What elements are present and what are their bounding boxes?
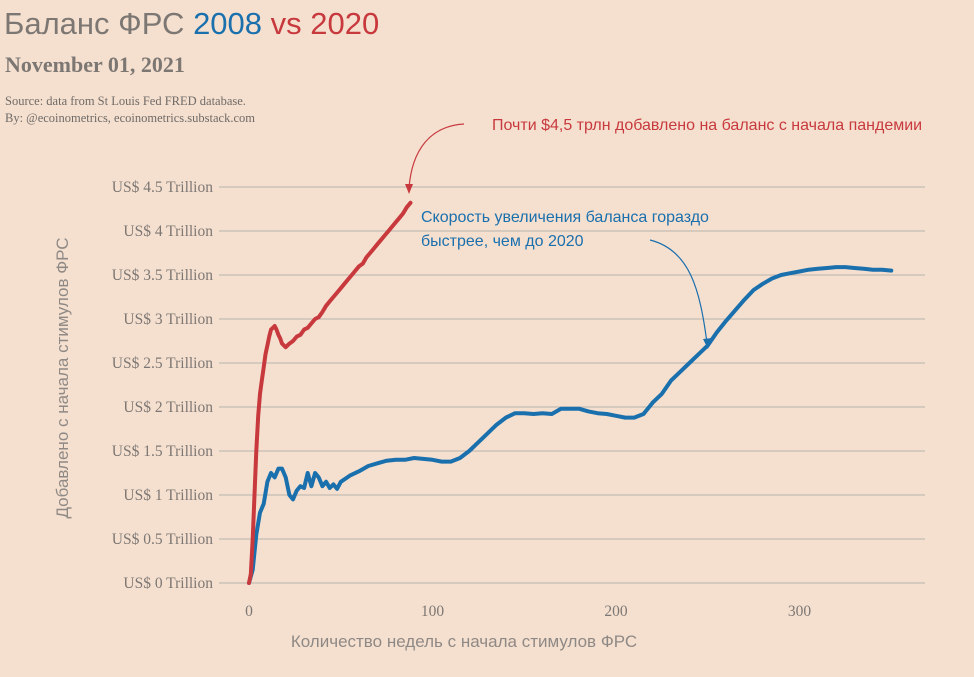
- source-line-2: By: @ecoinometrics, ecoinometrics.substa…: [5, 111, 255, 125]
- annotation-blue-arrowhead: [703, 338, 712, 349]
- annotation-blue-note-line-2: быстрее, чем до 2020: [421, 233, 584, 250]
- chart-date: November 01, 2021: [5, 52, 185, 77]
- y-tick-labels: US$ 0 Trillion US$ 0.5 Trillion US$ 1 Tril…: [112, 179, 213, 592]
- y-tick-label: US$ 4.5 Trillion: [112, 179, 213, 196]
- series-line-2020: [247, 200, 413, 585]
- x-tick-label: 100: [421, 603, 445, 620]
- source-note: Source: data from St Louis Fed FRED data…: [5, 93, 255, 127]
- annotation-blue-note-line-1: Скорость увеличения баланса гораздо: [421, 209, 709, 226]
- chart-title: Баланс ФРС 2008 vs 2020: [4, 6, 379, 42]
- y-tick-label: US$ 3.5 Trillion: [112, 267, 213, 284]
- title-prefix: Баланс ФРС: [4, 6, 185, 41]
- y-tick-label: US$ 2.5 Trillion: [112, 355, 213, 372]
- y-tick-label: US$ 0 Trillion: [123, 575, 213, 592]
- y-tick-label: US$ 0.5 Trillion: [112, 531, 213, 548]
- y-tick-label: US$ 3 Trillion: [123, 311, 213, 328]
- annotation-red-arrow: [408, 123, 465, 189]
- y-axis-label: Добавлено с начала стимулов ФРС: [53, 237, 72, 518]
- x-tick-label: 300: [788, 603, 812, 620]
- y-tick-label: US$ 2 Trillion: [123, 399, 213, 416]
- y-tick-label: US$ 4 Trillion: [123, 223, 213, 240]
- x-tick-label: 200: [604, 603, 628, 620]
- title-vs: vs: [270, 6, 302, 41]
- series-line-2008: [247, 265, 894, 585]
- annotation-red-arrowhead: [405, 184, 413, 194]
- source-line-1: Source: data from St Louis Fed FRED data…: [5, 94, 246, 108]
- annotation-blue-arrow: [649, 239, 708, 344]
- y-tick-label: US$ 1.5 Trillion: [112, 443, 213, 460]
- x-axis-label: Количество недель с начала стимулов ФРС: [291, 632, 637, 651]
- title-year-2008: 2008: [193, 6, 263, 41]
- title-year-2020: 2020: [310, 6, 380, 41]
- y-tick-label: US$ 1 Trillion: [123, 487, 213, 504]
- x-tick-labels: 0 100 200 300: [245, 603, 811, 620]
- x-tick-label: 0: [245, 603, 253, 620]
- series-lines: [247, 200, 894, 585]
- annotation-red-note: Почти $4,5 трлн добавлено на баланс с на…: [492, 117, 922, 134]
